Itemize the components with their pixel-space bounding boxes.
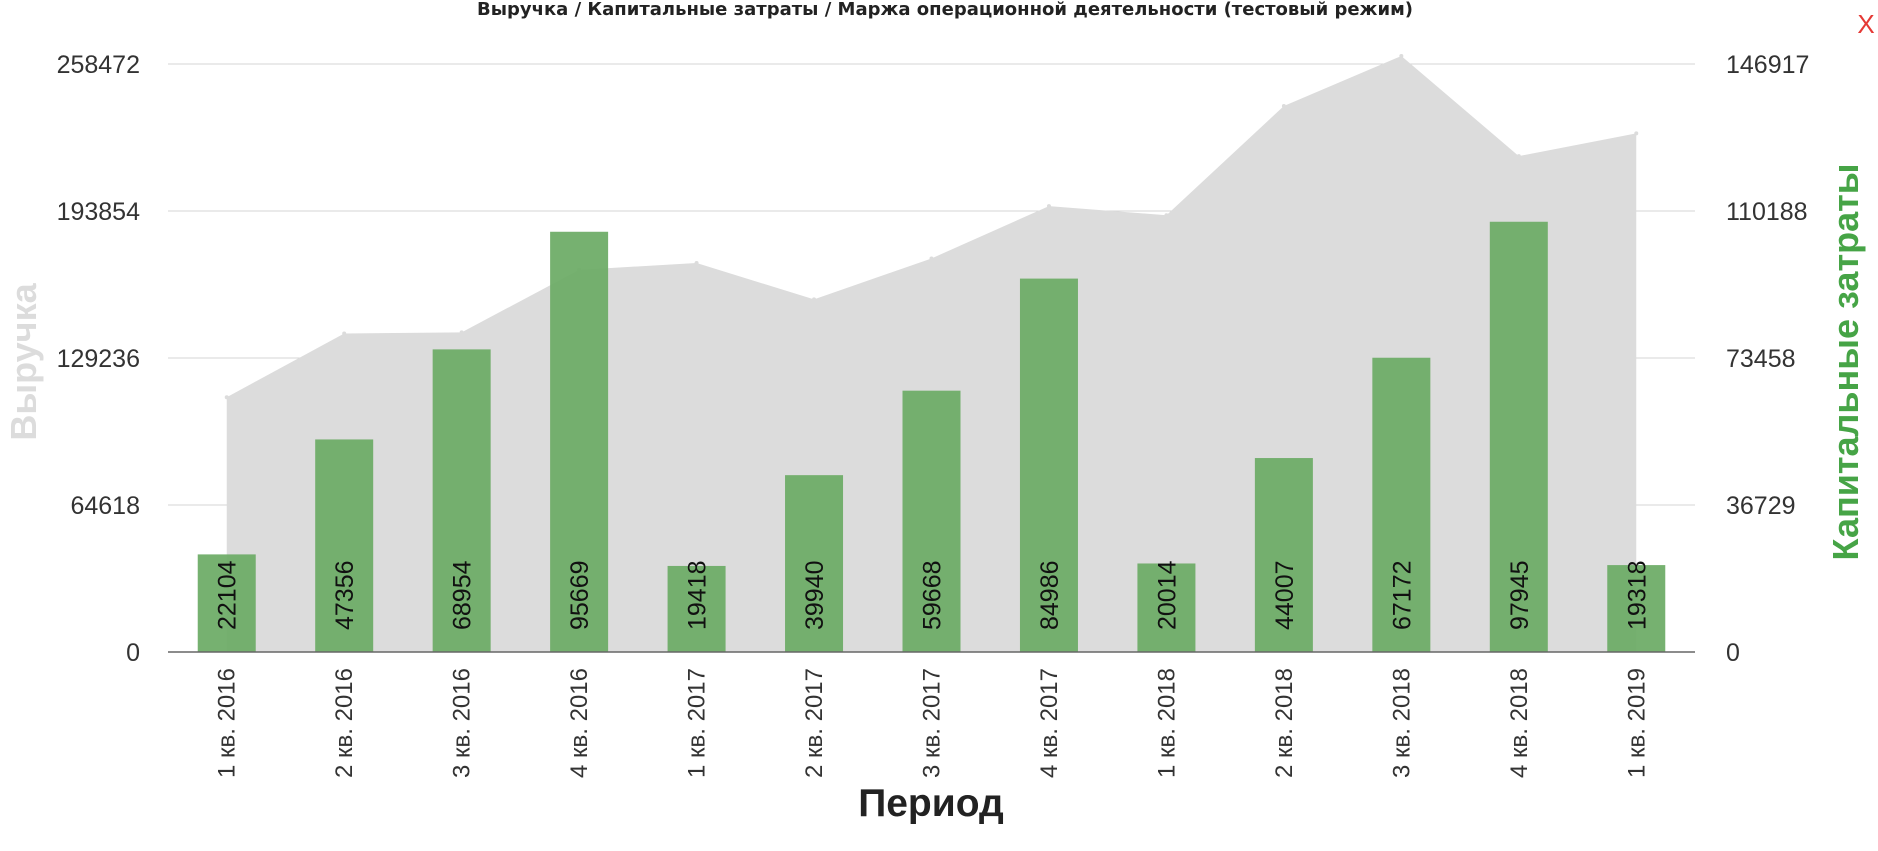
capex-bar (1607, 565, 1666, 652)
y-right-tick-label: 110188 (1726, 198, 1808, 226)
capex-bar (902, 390, 961, 652)
y-axis-right-label: Капитальные затраты (1825, 164, 1866, 561)
bar-value-label: 97945 (1506, 560, 1534, 630)
x-tick-label: 1 кв. 2017 (684, 668, 711, 778)
revenue-point (342, 331, 347, 336)
x-tick-label: 4 кв. 2016 (566, 668, 593, 778)
revenue-point (1046, 204, 1051, 209)
capex-bar (432, 349, 491, 652)
capex-bar (785, 475, 844, 652)
capex-bar (667, 565, 726, 652)
x-tick-label: 1 кв. 2019 (1623, 668, 1650, 778)
bar-value-label: 22104 (214, 560, 242, 630)
y-right-tick-label: 146917 (1726, 51, 1809, 79)
bar-value-label: 84986 (1036, 560, 1064, 630)
capex-bar (197, 554, 256, 652)
axes: 1 кв. 2016 2 кв. 2016 3 кв. 2016 4 кв. 2016… (168, 651, 1695, 778)
capex-bar (315, 439, 374, 652)
bar-value-label: 68954 (449, 560, 477, 630)
x-tick-label: 4 кв. 2017 (1036, 668, 1063, 778)
capex-bar (1137, 563, 1196, 652)
y-right-tick-label: 73458 (1726, 345, 1796, 373)
capex-bar (1254, 458, 1313, 652)
x-tick-label: 3 кв. 2017 (919, 668, 946, 778)
bar-value-label: 19318 (1623, 560, 1651, 630)
bar-value-label: 19418 (684, 560, 712, 630)
bar-value-label: 95669 (566, 560, 594, 630)
capex-bar (1372, 357, 1431, 652)
x-axis-label: Период (858, 782, 1004, 825)
x-tick-label: 1 кв. 2016 (214, 668, 241, 778)
capex-bar (1019, 278, 1078, 652)
x-tick-label: 2 кв. 2017 (801, 668, 828, 778)
capex-bar (1489, 221, 1548, 652)
capex-bar (550, 231, 609, 652)
y-left-tick-label: 258472 (57, 51, 140, 79)
bar-value-label: 59668 (919, 560, 947, 630)
revenue-point (1281, 104, 1286, 109)
revenue-point (1164, 213, 1169, 218)
bar-value-label: 47356 (331, 560, 359, 630)
x-tick-label: 4 кв. 2018 (1506, 668, 1533, 778)
bar-value-label: 67172 (1388, 560, 1416, 630)
x-tick-label: 1 кв. 2018 (1153, 668, 1180, 778)
revenue-point (812, 297, 817, 302)
bar-value-label: 44007 (1271, 560, 1299, 630)
x-tick-label: 3 кв. 2016 (449, 668, 476, 778)
close-icon[interactable]: X (1857, 9, 1874, 39)
y-left-tick-label: 129236 (57, 345, 140, 373)
y-left-tick-label: 0 (126, 639, 140, 667)
y-left-tick-label: 193854 (57, 198, 141, 226)
revenue-point (224, 395, 229, 400)
capex-bars: 22104 47356 68954 95669 19418 39940 59668 84986… (197, 221, 1666, 652)
revenue-point (1634, 131, 1639, 136)
revenue-point (1399, 53, 1404, 58)
y-axis-left-label: Выручка (3, 282, 44, 440)
y-right-tick-label: 36729 (1726, 492, 1796, 520)
x-tick-label: 3 кв. 2018 (1388, 668, 1415, 778)
revenue-point (694, 260, 699, 265)
x-tick-label: 2 кв. 2018 (1271, 668, 1298, 778)
y-right-tick-label: 0 (1726, 639, 1740, 667)
revenue-point (929, 256, 934, 261)
bar-value-label: 20014 (1153, 560, 1181, 630)
x-tick-label: 2 кв. 2016 (331, 668, 358, 778)
y-left-tick-label: 64618 (70, 492, 140, 520)
chart-title: Выручка / Капитальные затраты / Маржа оп… (477, 0, 1413, 20)
bar-value-label: 39940 (801, 560, 829, 630)
revenue-point (459, 330, 464, 335)
revenue-point (1516, 154, 1521, 159)
